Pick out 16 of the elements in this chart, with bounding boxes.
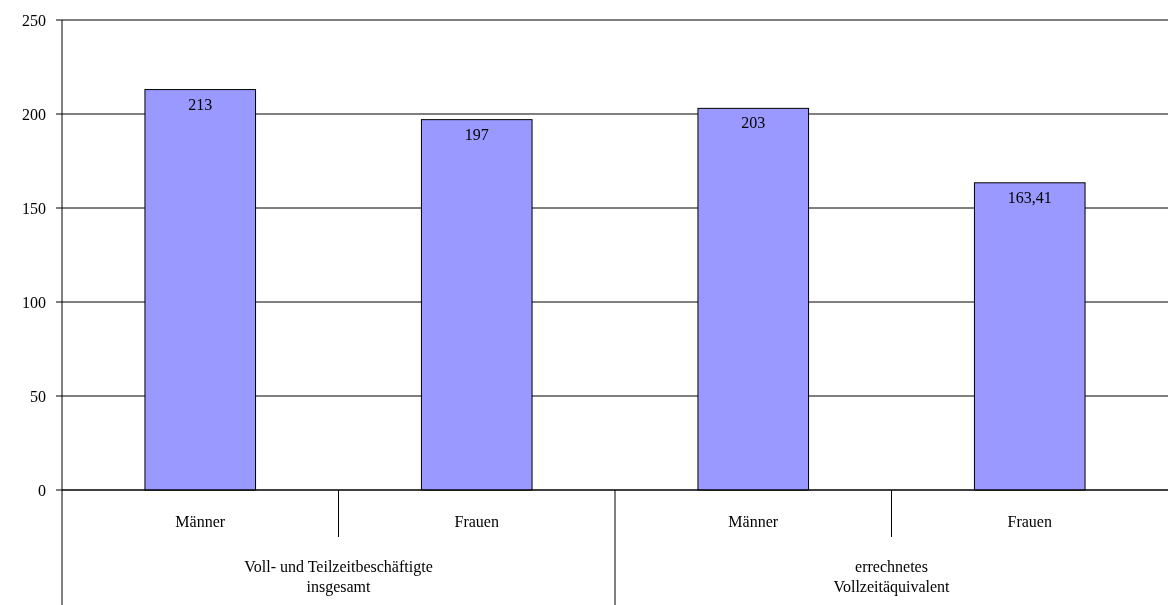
data-label: 203: [741, 114, 766, 132]
x-tick-label: Frauen: [454, 513, 499, 530]
y-tick-label: 50: [30, 387, 46, 405]
data-label: 163,41: [1007, 188, 1052, 206]
y-tick-label: 0: [38, 481, 46, 499]
x-tick-label: Männer: [728, 513, 779, 530]
x-tick-label: Männer: [175, 513, 226, 530]
y-tick-label: 200: [22, 105, 46, 123]
text: errechnetes Vollzeitäquivalent: [833, 558, 951, 596]
y-tick-label: 250: [22, 11, 46, 29]
data-label: 197: [464, 125, 489, 143]
text: Voll- und Teilzeitbeschäftigte insgesamt: [244, 558, 433, 596]
y-tick-label: 100: [22, 293, 46, 311]
y-tick-label: 150: [22, 199, 46, 217]
data-label: 213: [188, 95, 213, 113]
x-tick-label: Frauen: [1007, 513, 1052, 530]
